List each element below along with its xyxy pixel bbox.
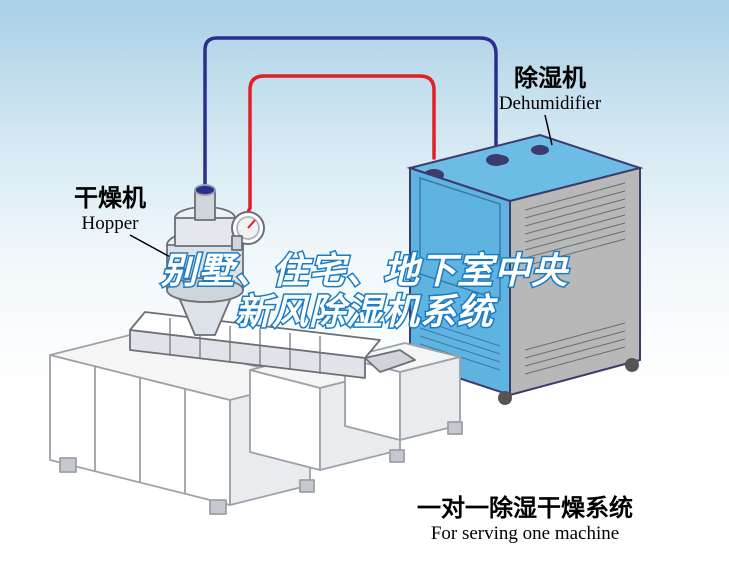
overlay-line1: 别墅、住宅、地下室中央 [0, 250, 729, 291]
dehumidifier-label: 除湿机 Dehumidifier [450, 58, 650, 115]
dehumidifier-label-cn: 除湿机 [450, 58, 650, 93]
pipe-red [238, 76, 434, 222]
overlay-title: 别墅、住宅、地下室中央 新风除湿机系统 [0, 250, 729, 333]
system-label-cn: 一对一除湿干燥系统 [350, 488, 700, 523]
system-label: 一对一除湿干燥系统 For serving one machine [350, 488, 700, 545]
hopper-label: 干燥机 Hopper [40, 178, 180, 235]
dehumidifier-label-en: Dehumidifier [450, 93, 650, 115]
hopper-label-cn: 干燥机 [40, 178, 180, 213]
overlay-line2: 新风除湿机系统 [0, 291, 729, 332]
hopper-label-en: Hopper [40, 213, 180, 235]
system-label-en: For serving one machine [350, 523, 700, 545]
